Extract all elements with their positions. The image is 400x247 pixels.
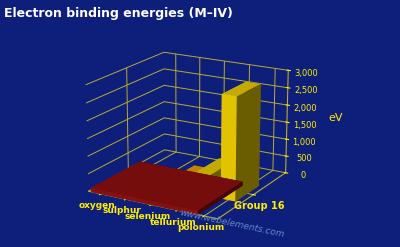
Text: www.webelements.com: www.webelements.com [179, 208, 285, 239]
Text: Electron binding energies (M–IV): Electron binding energies (M–IV) [4, 7, 233, 21]
